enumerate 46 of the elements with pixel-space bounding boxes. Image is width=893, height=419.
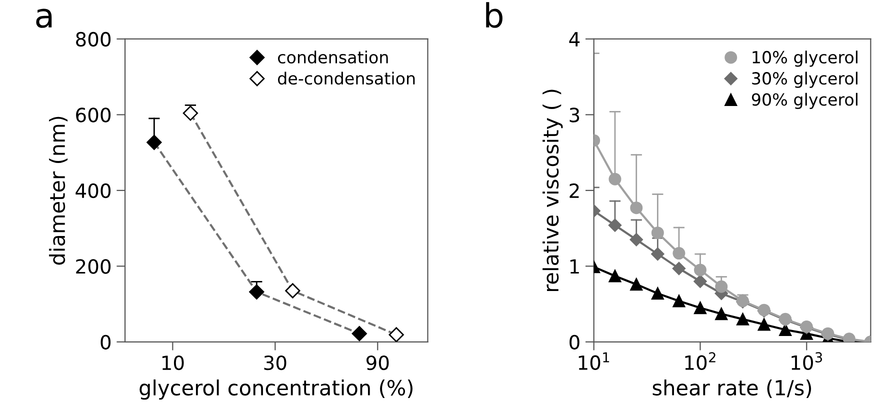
point: [694, 302, 706, 314]
y-tick-label: 4: [569, 32, 580, 46]
x-tick-label: 90: [366, 355, 389, 370]
y-tick-label: 800: [76, 32, 111, 47]
x-tick-label: 10$^{1}$: [578, 352, 610, 370]
y-tick-label: 400: [76, 183, 111, 198]
y-tick-label: 0: [570, 334, 580, 350]
y-axis-title: diameter (nm): [48, 116, 68, 265]
point: [651, 226, 664, 240]
y-tick-label: 2: [570, 183, 579, 198]
x-tick-label: 10: [162, 355, 184, 370]
y-tick-label: 0: [100, 334, 111, 350]
point: [672, 262, 686, 276]
x-tick-label: 10$^{2}$: [685, 352, 716, 370]
legend-label: condensation: [278, 50, 388, 64]
y-tick-label: 3: [570, 108, 580, 122]
point: [608, 172, 622, 186]
legend-label: de-condensation: [278, 72, 415, 85]
y-tick-label: 1: [570, 259, 579, 274]
legend-label: 10% glycerol: [752, 50, 858, 67]
x-tick-label: 30: [264, 355, 286, 370]
text: b: [486, 2, 502, 28]
point: [608, 218, 622, 232]
text: a: [36, 8, 52, 28]
legend-label: 90% glycerol: [752, 92, 858, 110]
x-axis-title: glycerol concentration (%): [140, 379, 413, 400]
x-axis-title: shear rate (1/s): [652, 379, 812, 398]
point: [608, 270, 622, 282]
point: [630, 202, 643, 214]
point: [651, 247, 664, 261]
point: [715, 280, 728, 293]
point: [630, 278, 643, 291]
point: [758, 318, 770, 331]
x-tick-label: 10$^{3}$: [792, 352, 822, 370]
legend-label: 30% glycerol: [752, 72, 858, 88]
y-tick-label: 600: [76, 108, 111, 122]
y-axis-title: relative viscosity ( ): [542, 90, 563, 292]
point: [694, 264, 706, 276]
point: [672, 247, 686, 260]
y-tick-label: 200: [76, 259, 111, 274]
point: [672, 294, 686, 308]
point: [736, 312, 750, 326]
point: [630, 233, 643, 246]
point: [694, 274, 707, 288]
point: [651, 287, 664, 300]
point: [715, 308, 728, 320]
